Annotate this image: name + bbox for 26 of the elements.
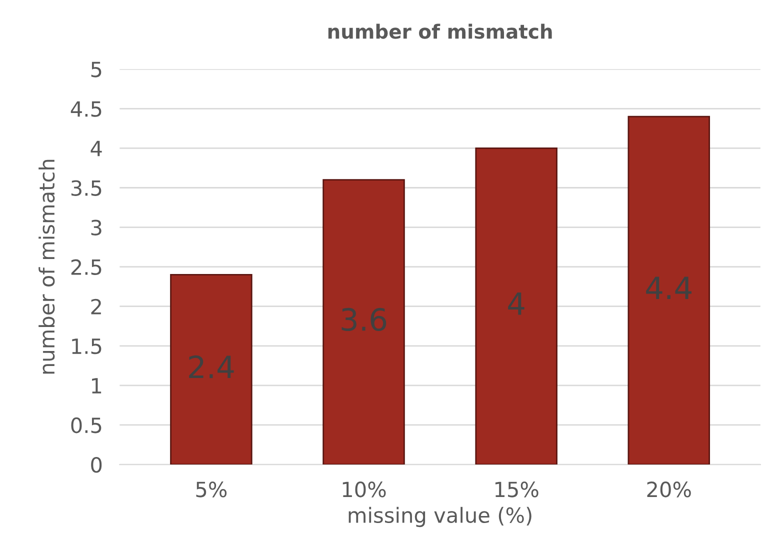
x-tick-label: 5% — [196, 482, 227, 498]
bar — [170, 274, 252, 465]
bar — [322, 179, 405, 465]
data-label: 3.6 — [342, 308, 386, 332]
y-tick-label: 2 — [91, 298, 101, 314]
y-tick-label: 0 — [91, 456, 102, 473]
y-tick-label: 1 — [92, 378, 102, 394]
y-tick-label: 3.5 — [71, 180, 102, 196]
data-label: 2.4 — [189, 355, 234, 378]
x-tick-label: 15% — [495, 482, 538, 498]
y-tick-label: 1.5 — [72, 338, 102, 354]
y-tick-label: 4.5 — [70, 101, 102, 117]
y-tick-label: 4 — [90, 140, 102, 156]
y-tick-label: 0.5 — [71, 417, 102, 434]
bar — [628, 116, 710, 465]
data-label: 4 — [508, 292, 524, 315]
y-tick-label: 3 — [91, 220, 102, 236]
x-tick-label: 20% — [647, 482, 691, 498]
x-tick-label: 10% — [342, 482, 386, 498]
chart-title: number of mismatch — [328, 24, 552, 39]
x-axis-title: missing value (%) — [348, 506, 532, 528]
y-tick-label: 5 — [91, 62, 102, 78]
bar — [475, 148, 558, 465]
y-tick-label: 2.5 — [71, 259, 102, 276]
y-axis-title: number of mismatch — [38, 160, 55, 374]
data-label: 4.4 — [646, 276, 692, 299]
